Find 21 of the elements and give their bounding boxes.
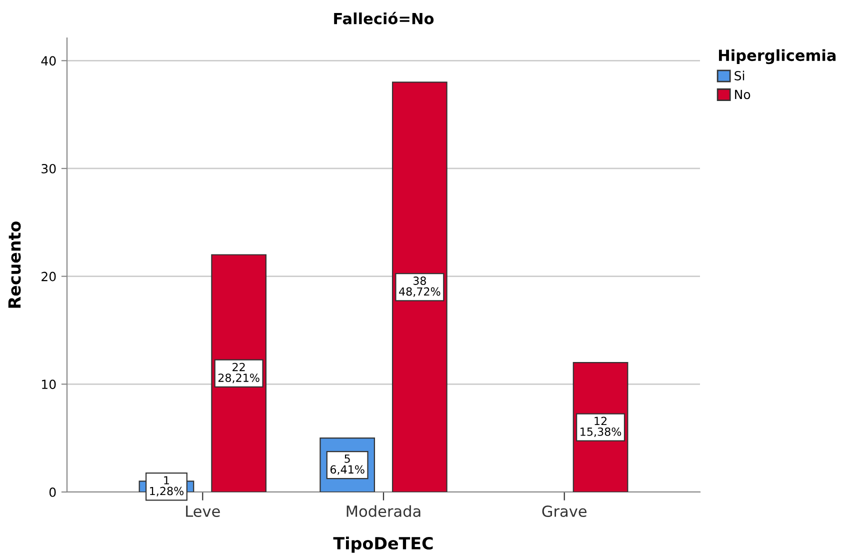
data-label: 12 15,38% bbox=[580, 416, 622, 438]
data-label: 38 48,72% bbox=[399, 276, 440, 297]
chart-title: Falleció=No bbox=[334, 12, 434, 24]
legend-label: Si bbox=[734, 70, 744, 80]
y-tick-label: 40 bbox=[41, 56, 56, 66]
data-label: 5 6,41% bbox=[330, 454, 364, 475]
data-label: 1 1,28% bbox=[150, 476, 184, 496]
x-tick-label: Grave bbox=[542, 505, 587, 518]
x-axis-title: TipoDeTEC bbox=[333, 536, 433, 553]
y-tick-label: 10 bbox=[42, 380, 56, 390]
y-tick-label: 30 bbox=[42, 164, 56, 174]
legend-label: No bbox=[735, 90, 750, 100]
y-tick-label: 0 bbox=[49, 487, 56, 497]
bar bbox=[211, 254, 266, 492]
x-tick-label: Moderada bbox=[346, 505, 420, 518]
legend-title: Hiperglicemia bbox=[718, 49, 836, 64]
x-tick-label: Leve bbox=[186, 506, 220, 518]
y-tick-label: 20 bbox=[42, 272, 56, 282]
y-axis-title: Recuento bbox=[8, 221, 21, 308]
bar bbox=[392, 82, 448, 492]
data-label: 22 28,21% bbox=[218, 362, 260, 384]
